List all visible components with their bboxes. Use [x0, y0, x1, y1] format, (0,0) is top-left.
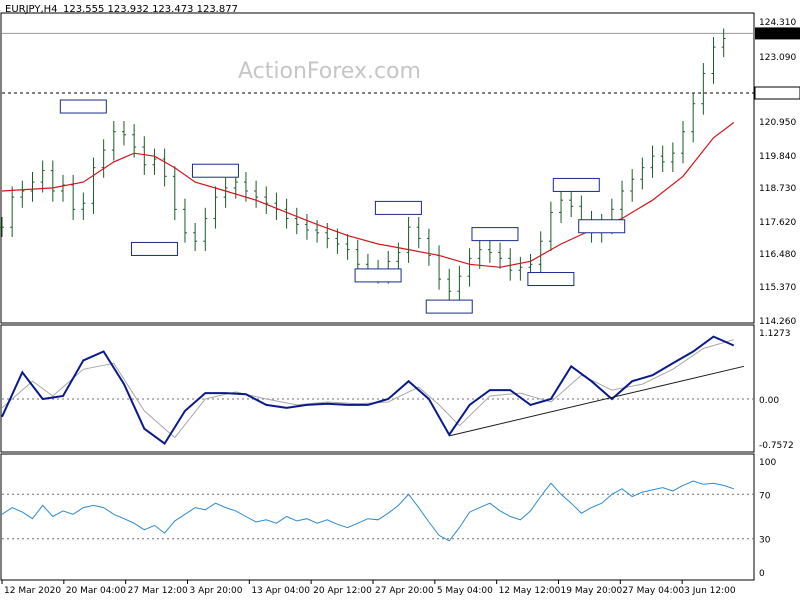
x-tick-label: 5 May 04:00 [437, 586, 493, 596]
annotation-box [59, 99, 107, 114]
rsi-y-tick-0: 100 [759, 458, 776, 468]
macd-line [1, 335, 735, 446]
panel-frame-rsi [0, 453, 755, 581]
annotation-box [354, 268, 402, 283]
chart-ohlc-values: 123.555 123.932 123.473 123.877 [63, 4, 238, 15]
annotation-box [191, 163, 239, 178]
rsi-y-tick-2: 30 [759, 536, 771, 546]
annotation-box [374, 200, 422, 215]
price-y-tick-1: 123.090 [759, 53, 796, 63]
x-tick-label: 20 Apr 12:00 [313, 586, 372, 596]
x-tick-label: 20 Mar 04:00 [66, 586, 126, 596]
x-tick-label: 3 Jun 12:00 [684, 586, 736, 596]
rsi-y-tick-3: 0 [759, 569, 765, 579]
x-tick-label: 12 May 12:00 [499, 586, 561, 596]
rsi-line [1, 480, 734, 542]
x-tick-label: 13 Apr 04:00 [251, 586, 310, 596]
price-y-tick-3: 120.950 [759, 118, 796, 128]
x-tick-label: 19 May 20:00 [561, 586, 623, 596]
price-y-tick-7: 116.480 [759, 250, 796, 260]
annotation-box [425, 299, 473, 314]
annotation-box [578, 219, 626, 234]
current-price-box [755, 27, 800, 40]
annotation-box [471, 227, 519, 242]
price-y-tick-4: 119.840 [759, 152, 796, 162]
annotation-box [130, 241, 178, 256]
panel-frame-macd [0, 324, 755, 453]
price-y-tick-0: 124.310 [759, 18, 796, 28]
price-y-tick-6: 117.620 [759, 218, 796, 228]
macd-y-tick-0: 1.1273 [759, 329, 791, 339]
rsi-y-tick-1: 70 [759, 491, 771, 501]
price-y-tick-9: 114.260 [759, 317, 796, 327]
x-tick-label: 12 Mar 2020 [4, 586, 61, 596]
watermark: ActionForex.com [238, 59, 421, 84]
price-y-tick-5: 118.730 [759, 184, 796, 194]
x-tick-label: 27 May 04:00 [622, 586, 684, 596]
panel-frame-price [0, 12, 755, 324]
chart-symbol-timeframe: EURJPY,H4 [5, 4, 58, 15]
x-tick-label: 27 Mar 12:00 [128, 586, 188, 596]
level-price-box [754, 86, 800, 100]
price-y-tick-8: 115.370 [759, 283, 796, 293]
annotation-box [527, 272, 575, 287]
x-tick-label: 27 Apr 20:00 [375, 586, 434, 596]
macd-trendline [449, 365, 745, 437]
macd-y-tick-1: 0.00 [759, 396, 779, 406]
annotation-box [552, 177, 600, 192]
macd-y-tick-2: -0.7572 [759, 441, 794, 451]
x-tick-label: 3 Apr 20:00 [190, 586, 243, 596]
